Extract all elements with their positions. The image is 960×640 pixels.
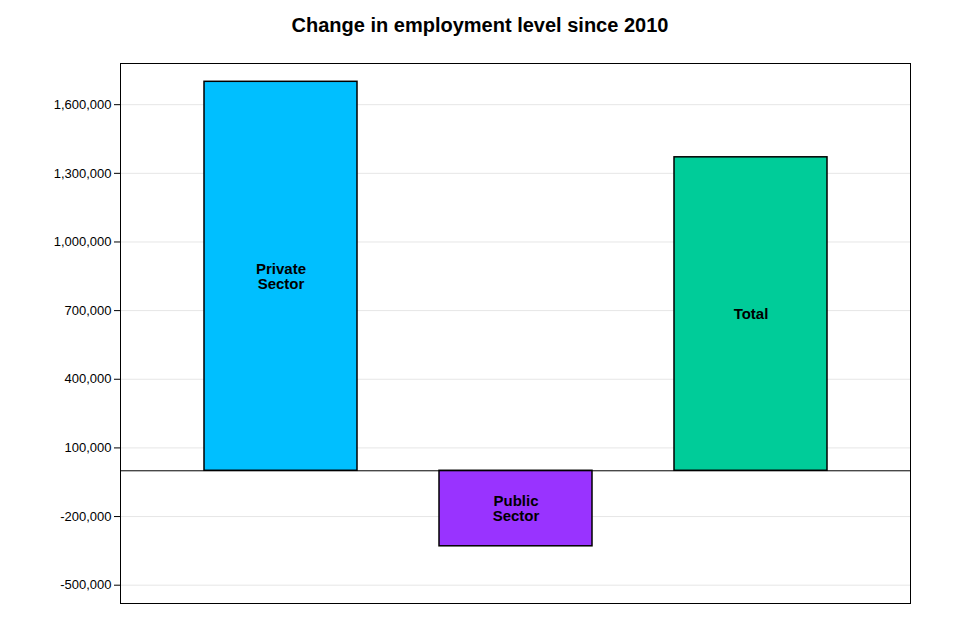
svg-text:1,600,000: 1,600,000 [54,97,112,112]
svg-text:1,000,000: 1,000,000 [54,234,112,249]
svg-text:700,000: 700,000 [65,303,112,318]
svg-text:100,000: 100,000 [65,440,112,455]
svg-text:-200,000: -200,000 [60,509,111,524]
svg-text:PublicSector: PublicSector [493,492,540,524]
svg-text:PrivateSector: PrivateSector [256,260,306,292]
html-text:Change in employment level sin: Change in employment level since 2010 [291,14,669,36]
svg-text:Total: Total [734,305,769,322]
svg-text:400,000: 400,000 [65,371,112,386]
svg-text:1,300,000: 1,300,000 [54,165,112,180]
svg-text:-500,000: -500,000 [60,577,111,592]
